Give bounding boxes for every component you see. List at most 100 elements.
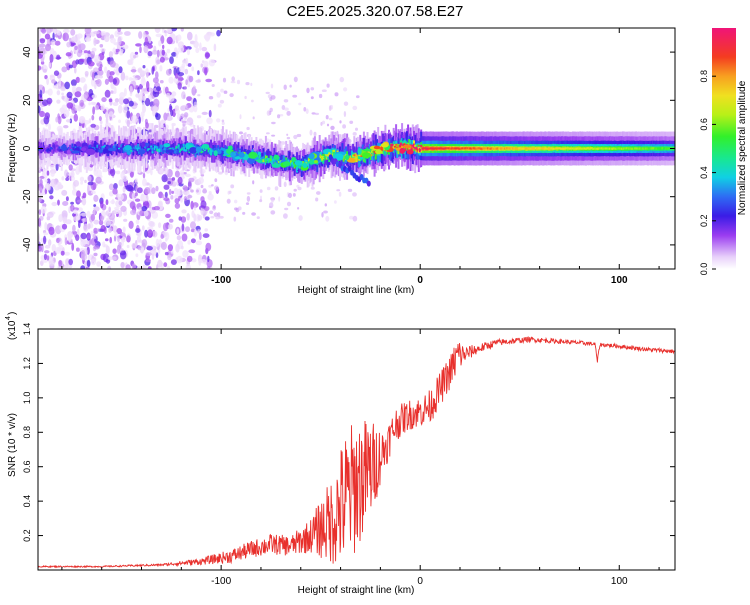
noise-blob xyxy=(177,113,181,120)
noise-blob xyxy=(189,76,194,82)
noise-blob xyxy=(108,75,113,82)
noise-blob xyxy=(298,215,302,221)
ridge-blob xyxy=(86,149,96,155)
noise-blob xyxy=(228,191,230,195)
noise-blob xyxy=(201,63,204,67)
noise-blob xyxy=(129,101,134,107)
noise-blob xyxy=(56,238,60,243)
noise-blob xyxy=(130,86,133,94)
noise-blob xyxy=(39,185,42,193)
noise-blob xyxy=(163,113,167,121)
noise-blob xyxy=(114,232,117,237)
noise-blob xyxy=(156,34,163,38)
noise-blob xyxy=(50,171,54,177)
noise-blob xyxy=(246,202,249,205)
noise-blob xyxy=(349,121,353,124)
noise-blob xyxy=(43,236,46,245)
noise-blob xyxy=(212,84,215,87)
noise-blob xyxy=(123,105,128,113)
noise-blob xyxy=(42,86,45,94)
noise-blob xyxy=(61,190,67,196)
ridge-cell xyxy=(216,148,218,150)
noise-blob xyxy=(127,120,130,127)
noise-blob xyxy=(138,31,142,39)
ridge-blob xyxy=(273,155,279,160)
noise-blob xyxy=(178,78,184,81)
noise-blob xyxy=(122,45,128,50)
noise-blob xyxy=(66,196,69,201)
ridge-cell xyxy=(40,150,42,152)
noise-blob xyxy=(342,124,346,128)
noise-blob xyxy=(66,52,72,56)
noise-blob xyxy=(339,192,342,197)
ridge-cell xyxy=(165,148,167,151)
noise-blob xyxy=(105,238,109,241)
ridge-blob xyxy=(345,155,349,161)
noise-blob xyxy=(182,234,188,242)
noise-blob xyxy=(73,180,79,187)
noise-blob xyxy=(167,255,171,260)
noise-blob xyxy=(214,167,216,171)
noise-blob xyxy=(247,196,250,202)
noise-blob xyxy=(93,253,97,256)
noise-blob xyxy=(195,89,197,93)
noise-blob xyxy=(298,103,301,106)
noise-blob xyxy=(306,108,309,114)
noise-blob xyxy=(118,105,123,114)
noise-blob xyxy=(188,63,192,67)
noise-blob xyxy=(91,191,96,194)
noise-blob xyxy=(54,70,59,76)
noise-blob xyxy=(193,41,199,48)
noise-blob xyxy=(75,59,79,64)
noise-blob xyxy=(135,199,140,202)
noise-blob xyxy=(51,40,55,46)
noise-blob xyxy=(167,37,173,45)
noise-blob xyxy=(139,46,142,53)
noise-blob xyxy=(266,132,270,134)
noise-blob xyxy=(47,255,50,261)
ridge-cell xyxy=(270,159,272,161)
noise-blob xyxy=(215,217,220,220)
noise-blob xyxy=(76,77,80,83)
noise-blob xyxy=(90,124,96,128)
noise-blob xyxy=(160,80,164,83)
noise-blob xyxy=(92,106,95,114)
noise-blob xyxy=(168,244,173,251)
noise-blob xyxy=(69,164,73,170)
noise-blob xyxy=(114,87,117,94)
ridge-cell xyxy=(413,149,415,151)
ridge-cell xyxy=(414,145,416,147)
noise-blob xyxy=(229,93,233,97)
noise-blob xyxy=(80,181,83,184)
noise-blob xyxy=(45,245,51,249)
noise-blob xyxy=(327,124,329,127)
noise-blob xyxy=(197,70,200,75)
noise-blob xyxy=(294,189,297,192)
y-tick-label: -20 xyxy=(22,189,33,204)
noise-blob xyxy=(62,33,69,42)
noise-blob xyxy=(88,102,91,105)
noise-blob xyxy=(289,85,291,88)
noise-blob xyxy=(143,173,145,179)
noise-blob xyxy=(65,177,69,181)
noise-blob xyxy=(146,72,149,78)
colorbar-tick-label: 0.2 xyxy=(699,215,709,228)
noise-blob xyxy=(158,40,161,46)
noise-blob xyxy=(203,233,210,238)
noise-blob xyxy=(156,86,161,91)
noise-blob xyxy=(340,77,345,82)
noise-blob xyxy=(95,177,101,184)
noise-blob xyxy=(109,99,113,103)
noise-blob xyxy=(110,71,115,75)
noise-blob xyxy=(184,187,186,192)
noise-blob xyxy=(56,55,60,60)
noise-blob xyxy=(120,206,126,212)
noise-blob xyxy=(130,201,136,209)
noise-blob xyxy=(87,260,91,267)
noise-blob xyxy=(145,37,149,46)
ridge-blob xyxy=(71,150,80,153)
noise-blob xyxy=(143,95,147,101)
x-tick-label: 100 xyxy=(611,275,628,286)
noise-blob xyxy=(145,259,151,262)
noise-blob xyxy=(39,179,42,186)
